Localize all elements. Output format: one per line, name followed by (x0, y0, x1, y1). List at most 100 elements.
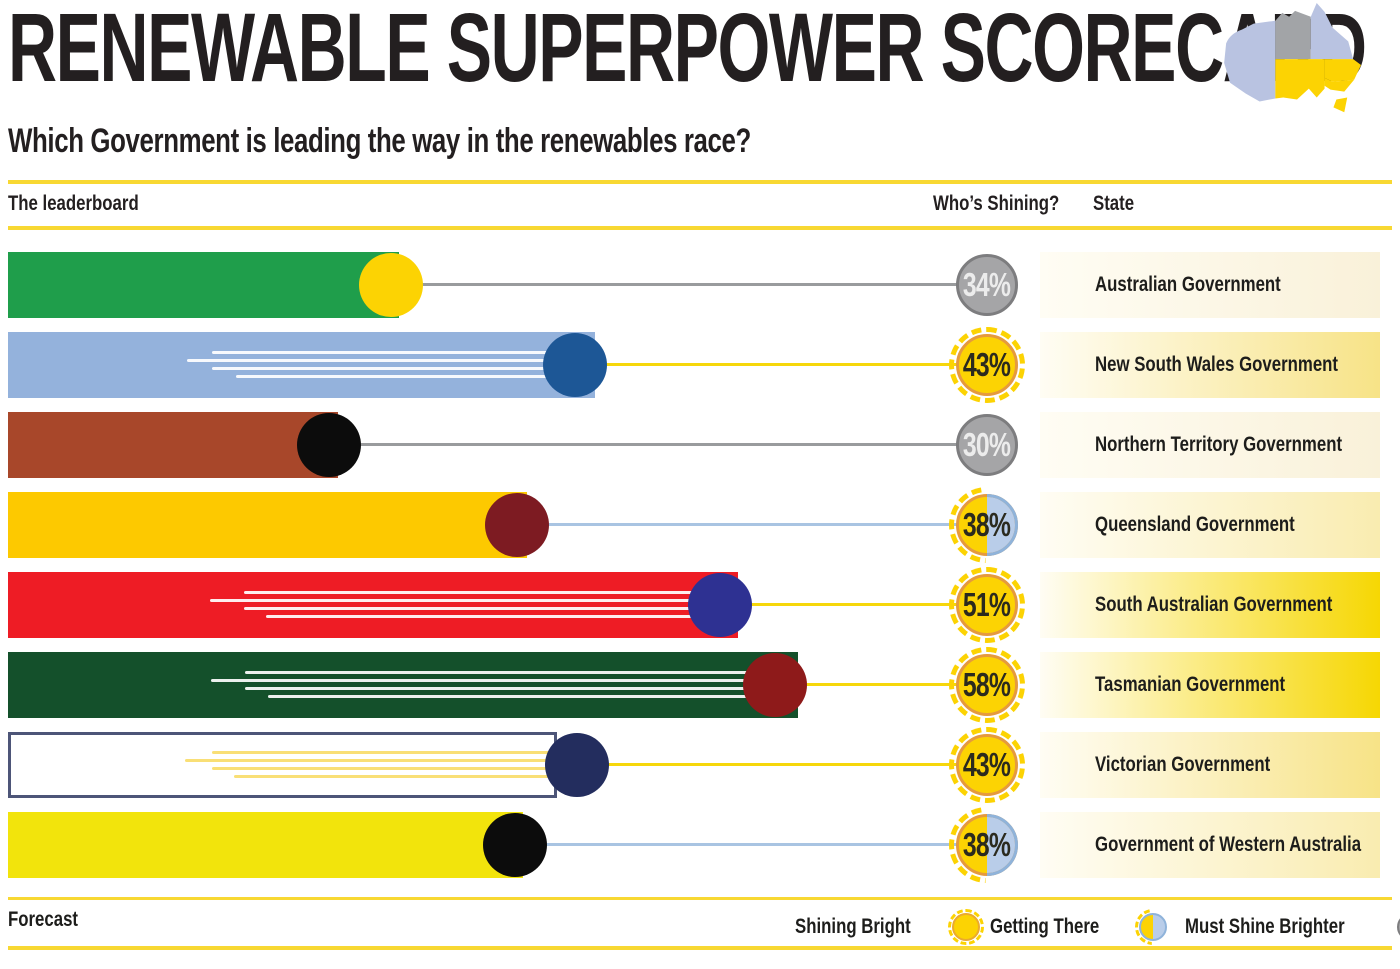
connector-line (515, 843, 987, 846)
progress-bar (8, 652, 798, 718)
connector-line (391, 283, 987, 286)
speed-streak (211, 679, 759, 682)
score-badge: 58% (949, 647, 1025, 723)
map-queensland (1310, 2, 1354, 60)
state-label-chip: Northern Territory Government (1040, 412, 1380, 478)
legend-item-must-shine-brighter: Must Shine Brighter (1185, 908, 1400, 946)
speed-streak (268, 695, 759, 698)
sun-rays-icon (949, 647, 1025, 723)
state-label: South Australian Government (1095, 593, 1333, 616)
connector-line (775, 683, 987, 686)
comet-head (545, 733, 609, 797)
speed-streak (210, 599, 704, 602)
speed-streak (212, 367, 559, 370)
leaderboard-row: Northern Territory Government 30% (0, 412, 1400, 478)
header-rule-top (8, 180, 1392, 184)
state-label-chip: South Australian Government (1040, 572, 1380, 638)
comet-head (297, 413, 361, 477)
score-percent: 38% (963, 826, 1011, 863)
progress-bar (8, 412, 338, 478)
speed-streak (185, 759, 561, 762)
score-badge: 34% (956, 254, 1018, 316)
score-percent: 51% (963, 586, 1011, 623)
speed-streak (244, 591, 704, 594)
australia-map-icon (1224, 2, 1362, 113)
speed-streak (234, 775, 561, 778)
state-label: Queensland Government (1095, 513, 1295, 536)
speed-streak (212, 351, 559, 354)
state-label: Northern Territory Government (1095, 433, 1343, 456)
state-label-chip: Australian Government (1040, 252, 1380, 318)
connector-line (577, 763, 987, 766)
footer-rule-top (8, 897, 1392, 900)
column-header-leaderboard: The leaderboard (8, 192, 139, 215)
score-percent: 34% (963, 266, 1011, 303)
leaderboard-row: South Australian Government 51% (0, 567, 1400, 643)
state-label: Australian Government (1095, 273, 1281, 296)
half-sun-icon (1138, 913, 1167, 941)
map-new-south-wales (1324, 59, 1362, 82)
state-label-chip: New South Wales Government (1040, 332, 1380, 398)
comet-head (483, 813, 547, 877)
speed-streak (266, 615, 704, 618)
score-badge: 38% (949, 487, 1018, 563)
connector-line (720, 603, 987, 606)
speed-streak (245, 671, 759, 674)
footer-rule-bottom (8, 946, 1392, 950)
state-label: Government of Western Australia (1095, 833, 1362, 856)
state-label-chip: Government of Western Australia (1040, 812, 1380, 878)
state-label: New South Wales Government (1095, 353, 1339, 376)
leaderboard-row: Victorian Government 43% (0, 727, 1400, 803)
page-subtitle: Which Government is leading the way in t… (8, 122, 751, 160)
progress-bar (8, 572, 738, 638)
state-label-chip: Queensland Government (1040, 492, 1380, 558)
map-tasmania (1333, 97, 1348, 113)
leaderboard-row: Government of Western Australia 38% (0, 807, 1400, 883)
legend-label: Shining Bright (795, 915, 911, 938)
comet-head (359, 253, 423, 317)
comet-head (543, 333, 607, 397)
score-badge: 51% (949, 567, 1025, 643)
gray-circle-icon (1396, 913, 1400, 941)
legend-item-getting-there: Getting There (990, 908, 1167, 946)
speed-streak (244, 607, 704, 610)
speed-streak (236, 375, 559, 378)
comet-head (743, 653, 807, 717)
speed-streak (212, 767, 561, 770)
map-south-australia (1275, 59, 1325, 100)
state-label: Victorian Government (1095, 753, 1271, 776)
progress-bar (8, 812, 523, 878)
score-badge: 30% (956, 414, 1018, 476)
map-victoria (1324, 77, 1355, 92)
legend-item-shining-bright: Shining Bright (795, 908, 984, 946)
sun-rays-icon (949, 327, 1025, 403)
score-percent: 43% (963, 746, 1011, 783)
progress-bar (8, 492, 527, 558)
score-percent: 38% (963, 506, 1011, 543)
legend-label: Getting There (990, 915, 1100, 938)
progress-bar (8, 332, 595, 398)
page-title: RENEWABLE SUPERPOWER SCORECARD (8, 0, 1367, 102)
column-header-state: State (1093, 192, 1135, 215)
connector-line (329, 443, 987, 446)
score-percent: 43% (963, 346, 1011, 383)
forecast-label: Forecast (8, 908, 79, 931)
speed-streak (187, 359, 559, 362)
leaderboard-row: Queensland Government 38% (0, 487, 1400, 563)
sun-icon (947, 909, 984, 945)
leaderboard-row: Australian Government 34% (0, 252, 1400, 318)
map-western-australia (1224, 20, 1276, 102)
legend-label: Must Shine Brighter (1185, 915, 1345, 938)
leaderboard-row: New South Wales Government 43% (0, 327, 1400, 403)
speed-streak (212, 751, 561, 754)
connector-line (517, 523, 987, 526)
progress-bar (8, 732, 557, 798)
progress-bar (8, 252, 399, 318)
column-header-whos-shining: Who’s Shining? (933, 192, 1060, 215)
header-rule-bottom (8, 226, 1392, 230)
score-badge: 43% (949, 327, 1025, 403)
connector-line (575, 363, 987, 366)
speed-streak (245, 687, 759, 690)
map-northern-territory (1275, 10, 1311, 60)
